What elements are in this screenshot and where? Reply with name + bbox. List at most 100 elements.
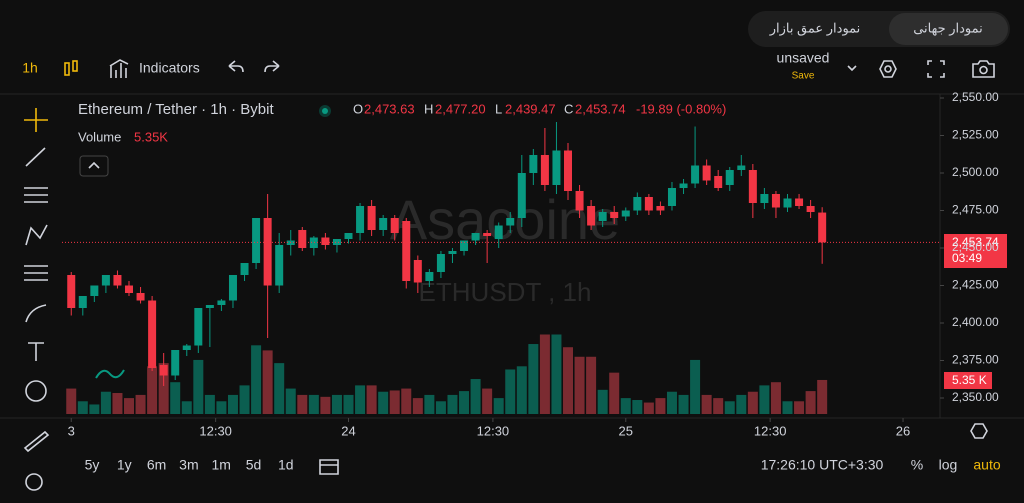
ohlc-label: H [424,101,433,116]
price-tag-countdown: 03:49 [952,251,982,265]
candle-body [483,233,492,236]
layout-name[interactable]: unsaved [777,50,830,66]
candle-body [818,212,827,243]
range-button[interactable]: 1m [211,457,230,473]
indicators-icon[interactable] [109,59,129,78]
x-tick-label: 12:30 [199,423,232,438]
volume-bar [759,385,770,414]
logo [95,369,125,379]
collapse-icon [88,161,100,169]
screenshot[interactable] [972,60,995,78]
x-tick-label: 26 [896,423,910,438]
volume-value: 5.35K [134,129,168,144]
volume-bar [320,396,331,414]
volume-bar [470,379,481,414]
volume-bar [100,391,111,414]
range-button[interactable]: 1y [117,457,132,473]
candle-body [194,308,203,346]
volume-tag [944,372,992,389]
x-tick-label: 12:30 [477,423,510,438]
symbol: Ethereum / Tether · 1h · Bybit [78,101,274,118]
candle-body [90,285,99,296]
volume-bar [262,350,273,414]
undo[interactable] [228,60,244,73]
range-button[interactable]: 5d [246,457,262,473]
candle-body [436,254,445,272]
volume-bar [355,385,366,414]
candle-body [587,206,596,226]
interval[interactable]: 1h [22,60,38,76]
candle-body [125,285,134,293]
candle-body [332,239,341,245]
volume-bar [794,401,805,414]
volume-bar [586,356,597,414]
y-tick-label: 2,500.00 [952,165,999,179]
volume-bar [597,389,608,414]
volume-bar [678,394,689,414]
volume-bar [528,344,539,414]
indicators-button[interactable]: Indicators [139,60,200,76]
volume-bar [343,394,354,414]
candle-body [171,350,180,376]
volume-bar [193,359,204,414]
volume-bar [539,334,550,414]
candle-body [263,218,272,286]
range-button[interactable]: 5y [85,457,100,473]
candle-body [494,225,503,239]
dropdown[interactable] [847,65,857,72]
candle-body [182,345,191,350]
volume-bar [551,334,562,414]
candle-body [67,275,76,308]
left-toolbar[interactable] [23,108,50,491]
candle-body [725,170,734,185]
volume-bar [401,388,412,414]
volume-bar [297,394,308,414]
date-range[interactable] [319,459,339,475]
candle-body [679,183,688,188]
candle-body [309,237,318,248]
range-button[interactable]: 6m [147,457,166,473]
candle-icon[interactable] [64,60,78,76]
redo[interactable] [264,60,280,73]
candle-body [321,237,330,245]
volume-bar [227,394,238,414]
volume-bar [285,388,296,414]
volume-bar [516,366,527,414]
percent-toggle[interactable]: % [911,457,923,473]
candle-body [159,365,168,376]
candle-body [240,263,249,275]
volume-bar [124,398,135,414]
candle-body [205,305,214,308]
volume-bar [66,388,77,414]
candle-body [78,296,87,308]
tab[interactable]: نمودار عمق بازار [769,20,861,36]
candle-body [148,300,157,368]
ohlc-value: 2,477.20 [435,101,486,116]
candle-body [390,218,399,233]
volume-bar [666,391,677,414]
log-toggle[interactable]: log [939,457,958,473]
volume-bar [366,385,377,414]
collapse-button[interactable] [79,155,109,177]
candle-body [506,218,515,226]
save[interactable]: Save [792,71,815,82]
range-button[interactable]: 3m [179,457,198,473]
volume-bar [170,382,181,414]
range-button[interactable]: 1d [278,457,294,473]
fullscreen[interactable] [927,60,945,78]
settings[interactable] [879,60,897,78]
tab[interactable]: نمودار جهانی [913,20,983,36]
tab-active[interactable] [889,13,1008,45]
volume-bar [459,391,470,414]
auto-toggle[interactable]: auto [973,457,1000,473]
ohlc-label: L [495,101,502,116]
y-tick-label: 2,550.00 [952,90,999,104]
volume-bar [89,404,100,414]
candle-body [217,300,226,305]
candle-body [275,245,284,286]
candle-body [633,197,642,211]
volume-bar [817,379,828,414]
axis-settings[interactable] [970,423,988,439]
volume-bar [655,398,666,414]
